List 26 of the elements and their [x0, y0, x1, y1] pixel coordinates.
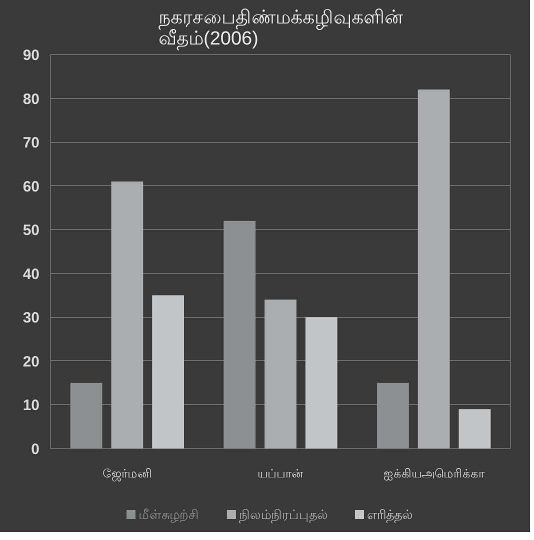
y-tick-label: 0 — [31, 441, 40, 458]
legend-label: எரித்தல் — [367, 507, 414, 522]
legend-label: மீள்சுழற்சி — [138, 507, 199, 522]
bar — [377, 382, 409, 448]
y-tick-label: 90 — [22, 47, 40, 64]
y-tick-label: 40 — [22, 266, 40, 283]
bar — [418, 90, 450, 448]
bar — [305, 317, 338, 448]
x-tick-label: யப்பான் — [258, 466, 304, 480]
y-tick-label: 10 — [22, 397, 40, 414]
bar — [111, 181, 144, 448]
y-tick-label: 20 — [22, 353, 40, 370]
bar — [70, 382, 102, 448]
bar — [224, 220, 256, 448]
legend-label: நிலம்நிரப்புதல் — [239, 507, 328, 522]
bar — [152, 295, 184, 448]
x-tick-label: ஜேர்மனி — [102, 466, 152, 482]
x-tick-label: ஐக்கியஅமெரிக்கா — [383, 466, 486, 480]
bar — [264, 300, 296, 448]
y-tick-label: 70 — [22, 134, 40, 152]
chart-title: நகரசபைதிண்மக்கழிவுகளின் வீதம்(2006) — [158, 8, 404, 50]
y-tick-label: 50 — [22, 222, 40, 240]
bar — [458, 409, 491, 448]
y-tick-label: 30 — [22, 310, 40, 327]
y-tick-label: 60 — [22, 178, 40, 196]
y-tick-label: 80 — [22, 90, 40, 108]
